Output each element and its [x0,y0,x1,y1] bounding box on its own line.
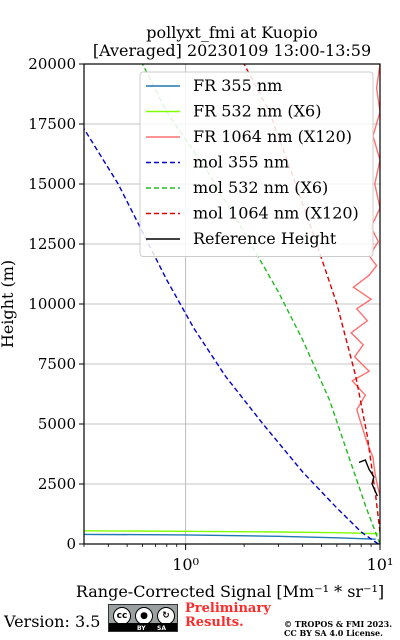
license-bar [109,623,177,631]
by-icon: ● [135,607,153,625]
series-line-1 [84,533,376,540]
license-badge: cc ● ↻ BY SA [108,604,178,632]
ticks: 0 2500 5000 7500 10000 12500 15000 17500 20000 10… [28,55,393,574]
copyright-line1: © TROPOS & FMI 2023. [284,619,393,629]
y-tick-label: 15000 [28,175,76,193]
series-group [84,64,380,544]
y-tick-label: 5000 [38,415,76,433]
copyright-line2: CC BY SA 4.0 License. [284,628,383,638]
series-line-4 [84,128,379,544]
x-tick-label: 10¹ [367,555,394,574]
legend-label: FR 355 nm [193,76,282,95]
y-tick-label: 12500 [28,235,76,253]
y-tick-label: 7500 [38,355,76,373]
legend-label: mol 532 nm (X6) [193,178,328,197]
legend-label: FR 532 nm (X6) [193,102,321,121]
x-tick-label: 10⁰ [172,555,199,574]
x-axis-label: Range-Corrected Signal [Mm⁻¹ * sr⁻¹] [76,582,384,601]
preliminary-results-label: Preliminary Results. [185,601,271,630]
series-line-7 [358,459,379,497]
y-axis-label: Height (m) [0,260,17,348]
legend-label: mol 1064 nm (X120) [193,204,359,223]
legend-label: Reference Height [193,229,337,248]
legend: FR 355 nm FR 532 nm (X6) FR 1064 nm (X120)… [139,71,374,257]
legend-label: FR 1064 nm (X120) [193,127,352,146]
legend-box [139,71,374,257]
y-tick-label: 20000 [28,55,76,73]
version-label: Version: 3.5 [4,612,101,631]
chart-title-line2: [Averaged] 20230109 13:00-13:59 [92,41,372,60]
y-tick-label: 0 [66,535,76,553]
by-label: BY [137,625,146,632]
y-tick-label: 17500 [28,115,76,133]
y-tick-label: 2500 [38,475,76,493]
series-line-3 [350,64,380,497]
series-line-2 [84,530,379,535]
sa-label: SA [157,625,166,632]
chart-title-line1: pollyxt_fmi at Kuopio [146,23,318,42]
legend-label: mol 355 nm [193,153,289,172]
y-tick-label: 10000 [28,295,76,313]
